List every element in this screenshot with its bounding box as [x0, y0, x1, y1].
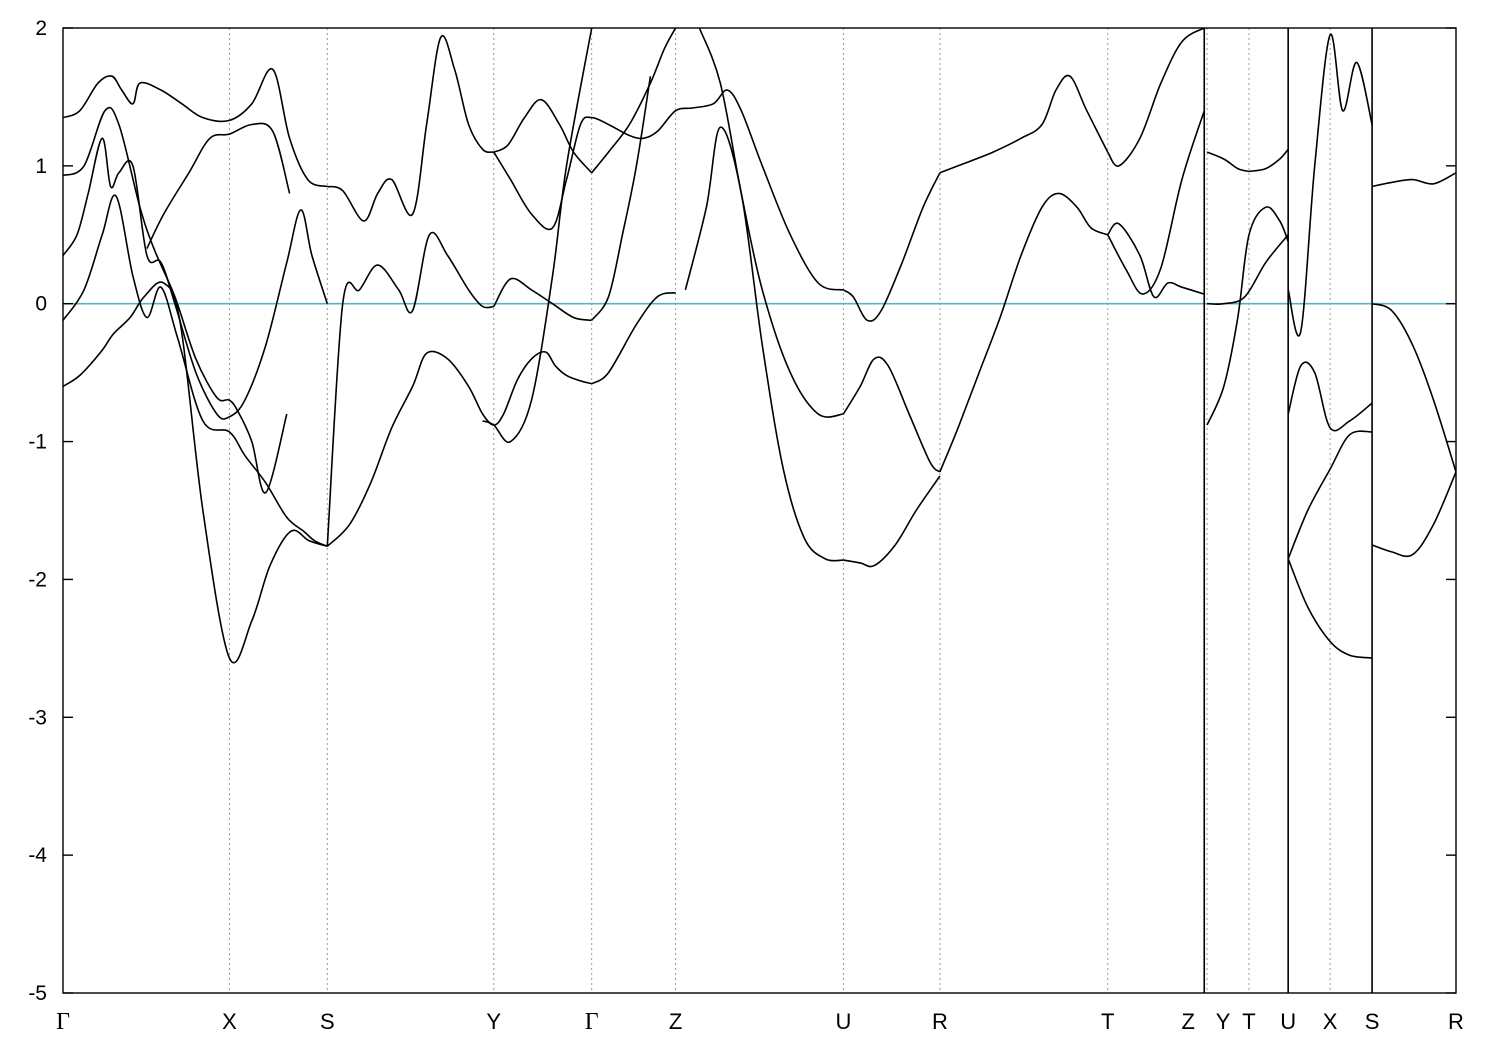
kpoint-label-14: S: [1365, 1009, 1380, 1034]
kpoint-label-6: U: [835, 1009, 851, 1034]
band-line-20: [843, 475, 941, 568]
band-line-31: [1287, 361, 1373, 432]
band-line-9: [63, 68, 328, 188]
band-line-7: [63, 137, 329, 420]
band-line-0: [63, 281, 328, 664]
band-line-28: [1206, 206, 1289, 426]
band-line-6: [591, 76, 652, 321]
band-line-14: [493, 89, 844, 291]
band-line-35: [1371, 302, 1456, 473]
band-line-16: [698, 28, 844, 418]
y-tick-label-4: -1: [28, 431, 47, 454]
band-line-32: [1287, 430, 1373, 560]
band-line-25: [1106, 110, 1206, 295]
band-line-36: [1371, 471, 1456, 558]
band-line-11: [327, 34, 495, 222]
kpoint-label-12: U: [1280, 1009, 1296, 1034]
band-line-13: [591, 28, 677, 174]
band-line-5: [493, 277, 592, 322]
kpoint-label-1: X: [222, 1009, 237, 1034]
band-line-34: [1371, 172, 1456, 188]
band-line-26: [1206, 151, 1250, 173]
band-line-10: [146, 122, 291, 249]
band-line-15: [482, 28, 593, 444]
band-line-19: [842, 356, 941, 473]
kpoint-label-0: Γ: [56, 1009, 70, 1035]
kpoint-label-8: T: [1101, 1009, 1114, 1034]
band-line-22: [1107, 28, 1205, 167]
kpoint-label-11: T: [1242, 1009, 1255, 1034]
band-line-33: [1287, 558, 1373, 659]
y-tick-label-1: -4: [28, 844, 47, 867]
kpoint-grid-lines: [62, 28, 1457, 993]
kpoint-label-13: X: [1323, 1009, 1338, 1034]
y-tick-label-3: -2: [28, 568, 47, 591]
kpoint-label-4: Γ: [585, 1009, 599, 1035]
band-line-1: [326, 350, 592, 547]
band-line-4: [326, 231, 494, 547]
kpoint-label-9: Z: [1182, 1009, 1195, 1034]
kpoint-label-3: Y: [486, 1009, 501, 1034]
y-tick-label-5: 0: [35, 293, 47, 316]
y-tick-label-0: -5: [28, 982, 47, 1005]
band-series: [63, 28, 1456, 664]
plot-border: [62, 27, 1457, 994]
band-line-17: [684, 126, 844, 562]
kpoint-label-5: Z: [669, 1009, 682, 1034]
kpoint-label-2: S: [320, 1009, 335, 1034]
band-line-2: [591, 291, 676, 385]
y-tick-label-7: 2: [35, 17, 47, 40]
y-tick-label-6: 1: [35, 155, 47, 178]
path-break-lines: [1203, 28, 1373, 993]
band-line-30: [1287, 33, 1373, 337]
plot-frame: [62, 27, 1457, 994]
band-line-8: [63, 106, 288, 494]
kpoint-label-10: Y: [1216, 1009, 1231, 1034]
band-line-27: [1248, 148, 1289, 173]
band-line-21: [939, 74, 1109, 174]
band-line-24: [1107, 222, 1205, 299]
band-line-29: [1207, 234, 1289, 306]
y-axis-ticks: -5 -4 -3 -2 -1 0 1 2: [28, 17, 1456, 1005]
kpoint-label-7: R: [932, 1009, 948, 1034]
band-line-23: [939, 192, 1109, 473]
band-line-3: [63, 194, 328, 548]
band-line-18: [842, 172, 941, 322]
kpoint-label-15: R: [1448, 1009, 1464, 1034]
y-tick-label-2: -3: [28, 706, 47, 729]
